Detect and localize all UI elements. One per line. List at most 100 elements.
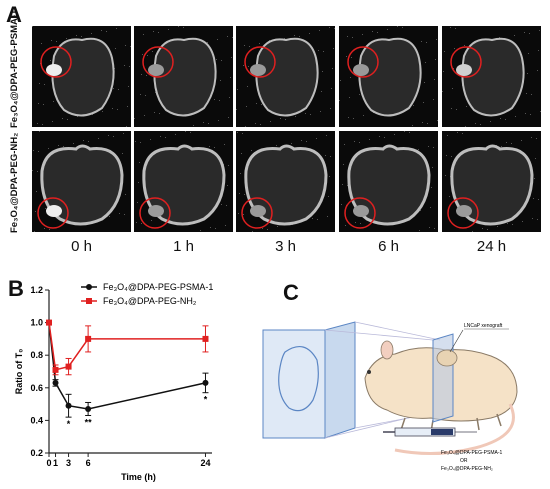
legend-marker [86,284,92,290]
projection-line [354,321,441,341]
tumor-highlight-circle [450,46,482,78]
tumor-highlight-circle [447,197,479,229]
imaging-plane-front [262,329,326,439]
legend-label: Fe₃O₄@DPA-PEG-PSMA-1 [103,282,213,292]
time-label: 0 h [71,238,92,255]
tumor-signal [250,64,266,76]
y-tick-label: 1.2 [30,285,43,295]
data-point [52,379,59,386]
tumor-signal [46,205,62,217]
tumor-highlight-circle [244,46,276,78]
data-point [46,319,52,326]
ratio-line-chart: 0.2 0.4 0.6 0.8 1.0 1.2 0 1 3 6 24 Time (h) Ratio of… [14,282,213,482]
mri-image [32,131,131,232]
projection-line [324,329,434,341]
row-label-psma: Fe₃O₄@DPA-PEG-PSMA-1 [9,9,20,128]
mri-image [339,131,438,232]
x-tick-label: 3 [66,458,71,468]
data-point [85,335,92,342]
tissue-cross-section [142,144,226,226]
time-label: 6 h [378,238,399,255]
significance-annotation: * [204,395,208,405]
mri-image [442,131,541,232]
mri-image [134,131,233,232]
tissue-cross-section [153,37,217,117]
x-tick-label: 1 [53,458,58,468]
significance-annotation: * [67,419,71,429]
y-tick-label: 0.8 [30,350,43,360]
tissue-cross-section [347,144,431,226]
data-point [52,366,59,373]
slice-outline [278,345,319,412]
tumor-highlight-circle [241,197,273,229]
tumor-highlight-circle [139,197,171,229]
tumor-highlight-circle [37,197,69,229]
y-tick-label: 0.4 [30,415,43,425]
panel-c-letter: C [283,280,299,305]
tumor-highlight-circle [347,46,379,78]
x-tick-label: 24 [200,458,210,468]
tissue-cross-section [244,144,328,226]
tumor-signal [456,64,472,76]
mri-image [32,26,131,127]
x-tick-label: 6 [86,458,91,468]
tumor-signal [353,64,369,76]
mri-image [236,26,335,127]
mouse-ear [380,340,394,360]
x-axis-label: Time (h) [121,472,156,482]
time-label: 1 h [173,238,194,255]
tissue-cross-section [255,37,319,117]
tissue-cross-section [461,37,525,117]
mri-image [442,26,541,127]
panel-a-letter: A [6,2,22,27]
y-tick-label: 0.6 [30,383,43,393]
reagent-or-label: OR [460,458,468,464]
tissue-cross-section [40,144,124,226]
time-label: 3 h [275,238,296,255]
data-point [65,402,72,409]
row-label-nh2: Fe₃O₄@DPA-PEG-NH₂ [9,132,20,233]
data-point [85,405,92,412]
mri-image [339,26,438,127]
series-line [48,322,206,410]
tumor-signal [456,205,472,217]
series-line [48,322,206,371]
mouse-tail [394,403,515,456]
legend-marker [86,298,92,304]
x-tick-label: 0 [46,458,51,468]
tumor-signal [46,64,62,76]
tumor-signal [353,205,369,217]
mri-image [134,26,233,127]
xenograft-pointer [449,329,464,353]
time-label: 24 h [476,238,507,255]
xenograft-label: LNCaP xenograft [464,323,503,329]
data-point [202,335,209,342]
mri-image-grid [32,26,543,234]
data-point [65,363,72,370]
tissue-cross-section [450,144,534,226]
imaging-plane-side [324,321,356,439]
tumor-highlight-circle [142,46,174,78]
tissue-cross-section [51,37,115,117]
mri-image [236,131,335,232]
significance-annotation: ** [85,418,93,428]
reagent-label-1: Fe₃O₄@DPA-PEG-PSMA-1 [441,450,503,456]
syringe-liquid [431,429,453,435]
xenograft-diagram: LNCaP xenograft Fe₃O₄@DPA-PEG-PSMA-1 OR … [262,321,518,472]
y-tick-label: 1.0 [30,318,43,328]
y-tick-label: 0.2 [30,448,43,458]
panel-b-letter: B [8,276,24,301]
tumor-signal [250,205,266,217]
tumor-highlight-circle [344,197,376,229]
tissue-cross-section [358,37,422,117]
tumor-signal [148,64,164,76]
data-point [202,379,209,386]
y-axis-label: Ratio of T₀ [14,349,24,395]
tumor-signal [148,205,164,217]
legend-label: Fe₃O₄@DPA-PEG-NH₂ [103,296,197,306]
tumor-xenograft [436,349,458,367]
tumor-highlight-circle [40,46,72,78]
slice-region [432,333,454,423]
mouse-eye [367,370,371,374]
mouse-legs [400,413,502,433]
